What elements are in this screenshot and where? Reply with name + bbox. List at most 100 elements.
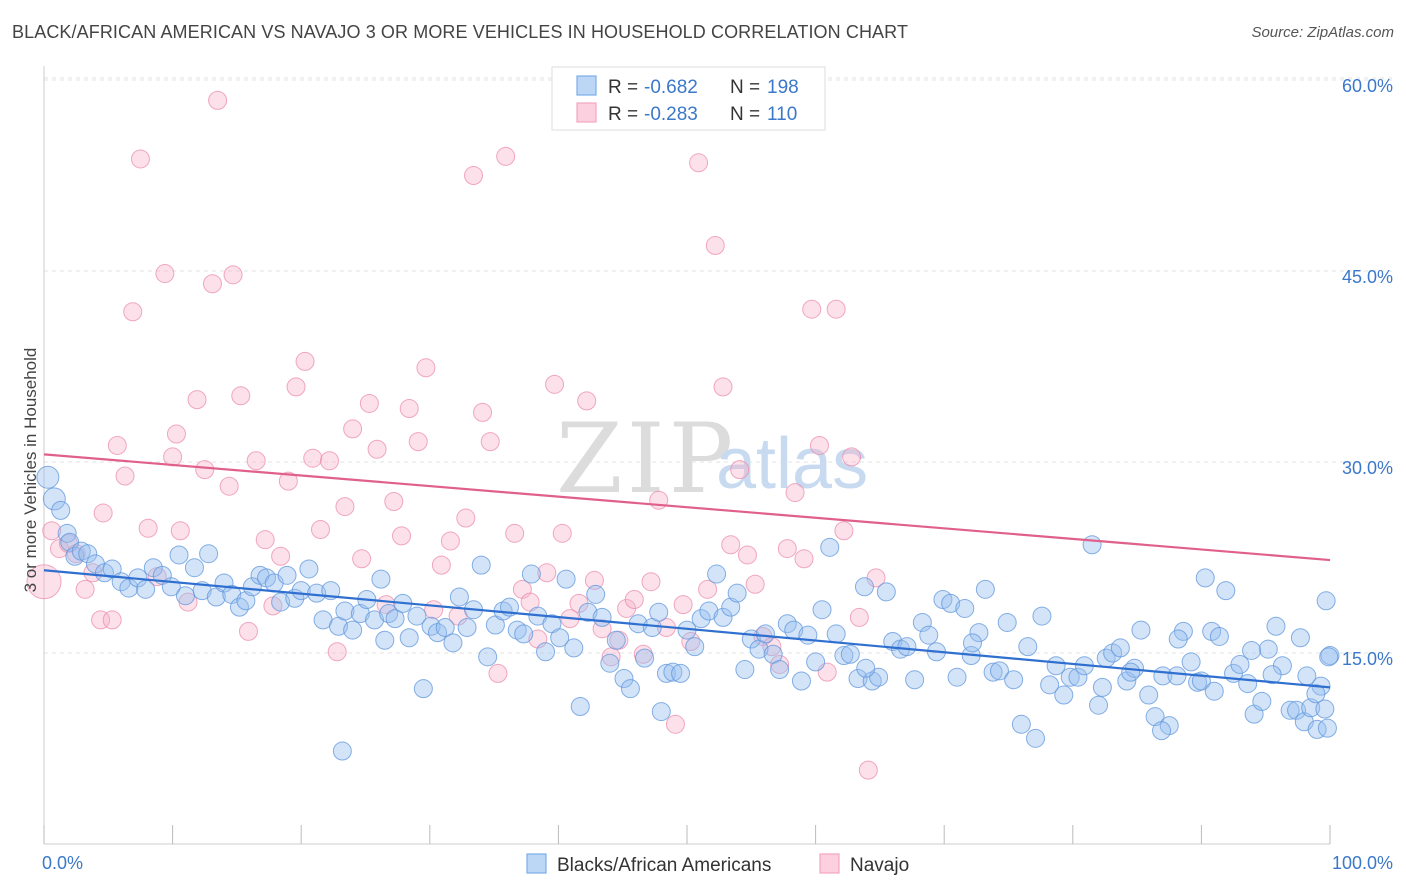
- navajo-point-57: [473, 402, 493, 422]
- navajo-point-51: [424, 600, 444, 620]
- black-point-196: [332, 741, 352, 761]
- black-point-45: [365, 610, 385, 630]
- black-point-81: [620, 679, 640, 699]
- black-point-69: [536, 642, 556, 662]
- navajo-point-37: [310, 519, 330, 539]
- x-tick-label-0: 0.0%: [42, 853, 83, 873]
- navajo-point-99: [809, 435, 829, 455]
- navajo-point-67: [552, 523, 572, 543]
- navajo-point-87: [713, 377, 733, 397]
- black-point-114: [854, 577, 874, 597]
- navajo-point-13: [130, 149, 150, 169]
- black-point-160: [1181, 652, 1201, 672]
- navajo-point-28: [238, 621, 258, 641]
- black-point-185: [1242, 640, 1262, 660]
- navajo-point-22: [195, 460, 215, 480]
- black-point-100: [755, 624, 775, 644]
- black-point-122: [912, 612, 932, 632]
- black-point-43: [350, 604, 370, 624]
- navajo-point-24: [208, 90, 228, 110]
- navajo-point-44: [367, 439, 387, 459]
- navajo-point-17: [163, 447, 183, 467]
- navajo-point-43: [359, 393, 379, 413]
- navajo-point-84: [689, 153, 709, 173]
- chart-title: BLACK/AFRICAN AMERICAN VS NAVAJO 3 OR MO…: [12, 22, 909, 42]
- black-point-93: [707, 564, 727, 584]
- y-tick-label-15: 15.0%: [1342, 649, 1393, 669]
- black-point-46: [371, 569, 391, 589]
- black-point-32: [271, 592, 291, 612]
- black-point-77: [592, 607, 612, 627]
- black-point-167: [1230, 654, 1250, 674]
- navajo-point-66: [545, 374, 565, 394]
- watermark-atlas: atlas: [716, 424, 868, 504]
- black-point-132: [983, 662, 1003, 682]
- black-point-168: [1238, 674, 1258, 694]
- navajo-point-56: [464, 166, 484, 186]
- navajo-point-21: [187, 390, 207, 410]
- black-point-58: [457, 618, 477, 638]
- black-point-137: [1018, 637, 1038, 657]
- black-point-19: [175, 586, 195, 606]
- navajo-point-104: [849, 607, 869, 627]
- navajo-point-40: [335, 497, 355, 517]
- legend-n-value-black: 198: [767, 77, 799, 98]
- navajo-point-12: [123, 302, 143, 322]
- black-point-128: [955, 598, 975, 618]
- navajo-point-9: [102, 610, 122, 630]
- navajo-point-1: [42, 521, 62, 541]
- black-point-174: [1280, 700, 1300, 720]
- navajo-point-76: [624, 590, 644, 610]
- watermark-zip: ZIP: [556, 403, 737, 515]
- y-tick-label-30: 30.0%: [1342, 458, 1393, 478]
- navajo-point-33: [278, 471, 298, 491]
- black-point-86: [656, 663, 676, 683]
- navajo-point-85: [698, 579, 718, 599]
- legend-n-label-black: N =: [730, 77, 760, 98]
- black-point-113: [848, 668, 868, 688]
- navajo-point-18: [166, 424, 186, 444]
- black-point-184: [1290, 628, 1310, 648]
- navajo-point-96: [785, 483, 805, 503]
- navajo-point-41: [343, 419, 363, 439]
- navajo-point-89: [730, 460, 750, 480]
- black-point-127: [947, 667, 967, 687]
- black-point-48: [385, 609, 405, 629]
- y-axis-label: 3 or more Vehicles in Household: [21, 348, 40, 593]
- black-point-112: [840, 644, 860, 664]
- black-point-153: [1131, 620, 1151, 640]
- navajo-point-30: [255, 530, 275, 550]
- black-point-80: [614, 668, 634, 688]
- black-point-110: [826, 624, 846, 644]
- black-point-50: [399, 628, 419, 648]
- black-point-136: [1011, 714, 1031, 734]
- black-point-177: [1301, 698, 1321, 718]
- black-point-178: [1307, 719, 1327, 739]
- navajo-point-91: [745, 574, 765, 594]
- black-point-197: [375, 630, 395, 650]
- black-point-36: [299, 559, 319, 579]
- legend-swatch-black: [576, 75, 597, 96]
- black-point-108: [812, 600, 832, 620]
- black-point-164: [1209, 626, 1229, 646]
- series-navajo-points: [26, 90, 886, 780]
- black-point-138: [1026, 728, 1046, 748]
- navajo-point-29: [246, 451, 266, 471]
- navajo-point-32: [271, 546, 291, 566]
- bottom-legend-label-black: Blacks/African Americans: [557, 855, 771, 876]
- black-point-181: [1317, 718, 1337, 738]
- black-point-120: [897, 637, 917, 657]
- black-point-180: [1315, 699, 1335, 719]
- navajo-point-38: [319, 451, 339, 471]
- black-point-88: [671, 663, 691, 683]
- legend-r-label-navajo: R =: [608, 104, 638, 125]
- black-point-126: [941, 593, 961, 613]
- navajo-point-86: [705, 236, 725, 256]
- x-tick-labels: 0.0% 100.0%: [42, 853, 1393, 873]
- navajo-point-34: [286, 377, 306, 397]
- navajo-point-60: [496, 146, 516, 166]
- black-point-76: [586, 584, 606, 604]
- black-point-165: [1216, 581, 1236, 601]
- black-point-187: [1152, 721, 1172, 741]
